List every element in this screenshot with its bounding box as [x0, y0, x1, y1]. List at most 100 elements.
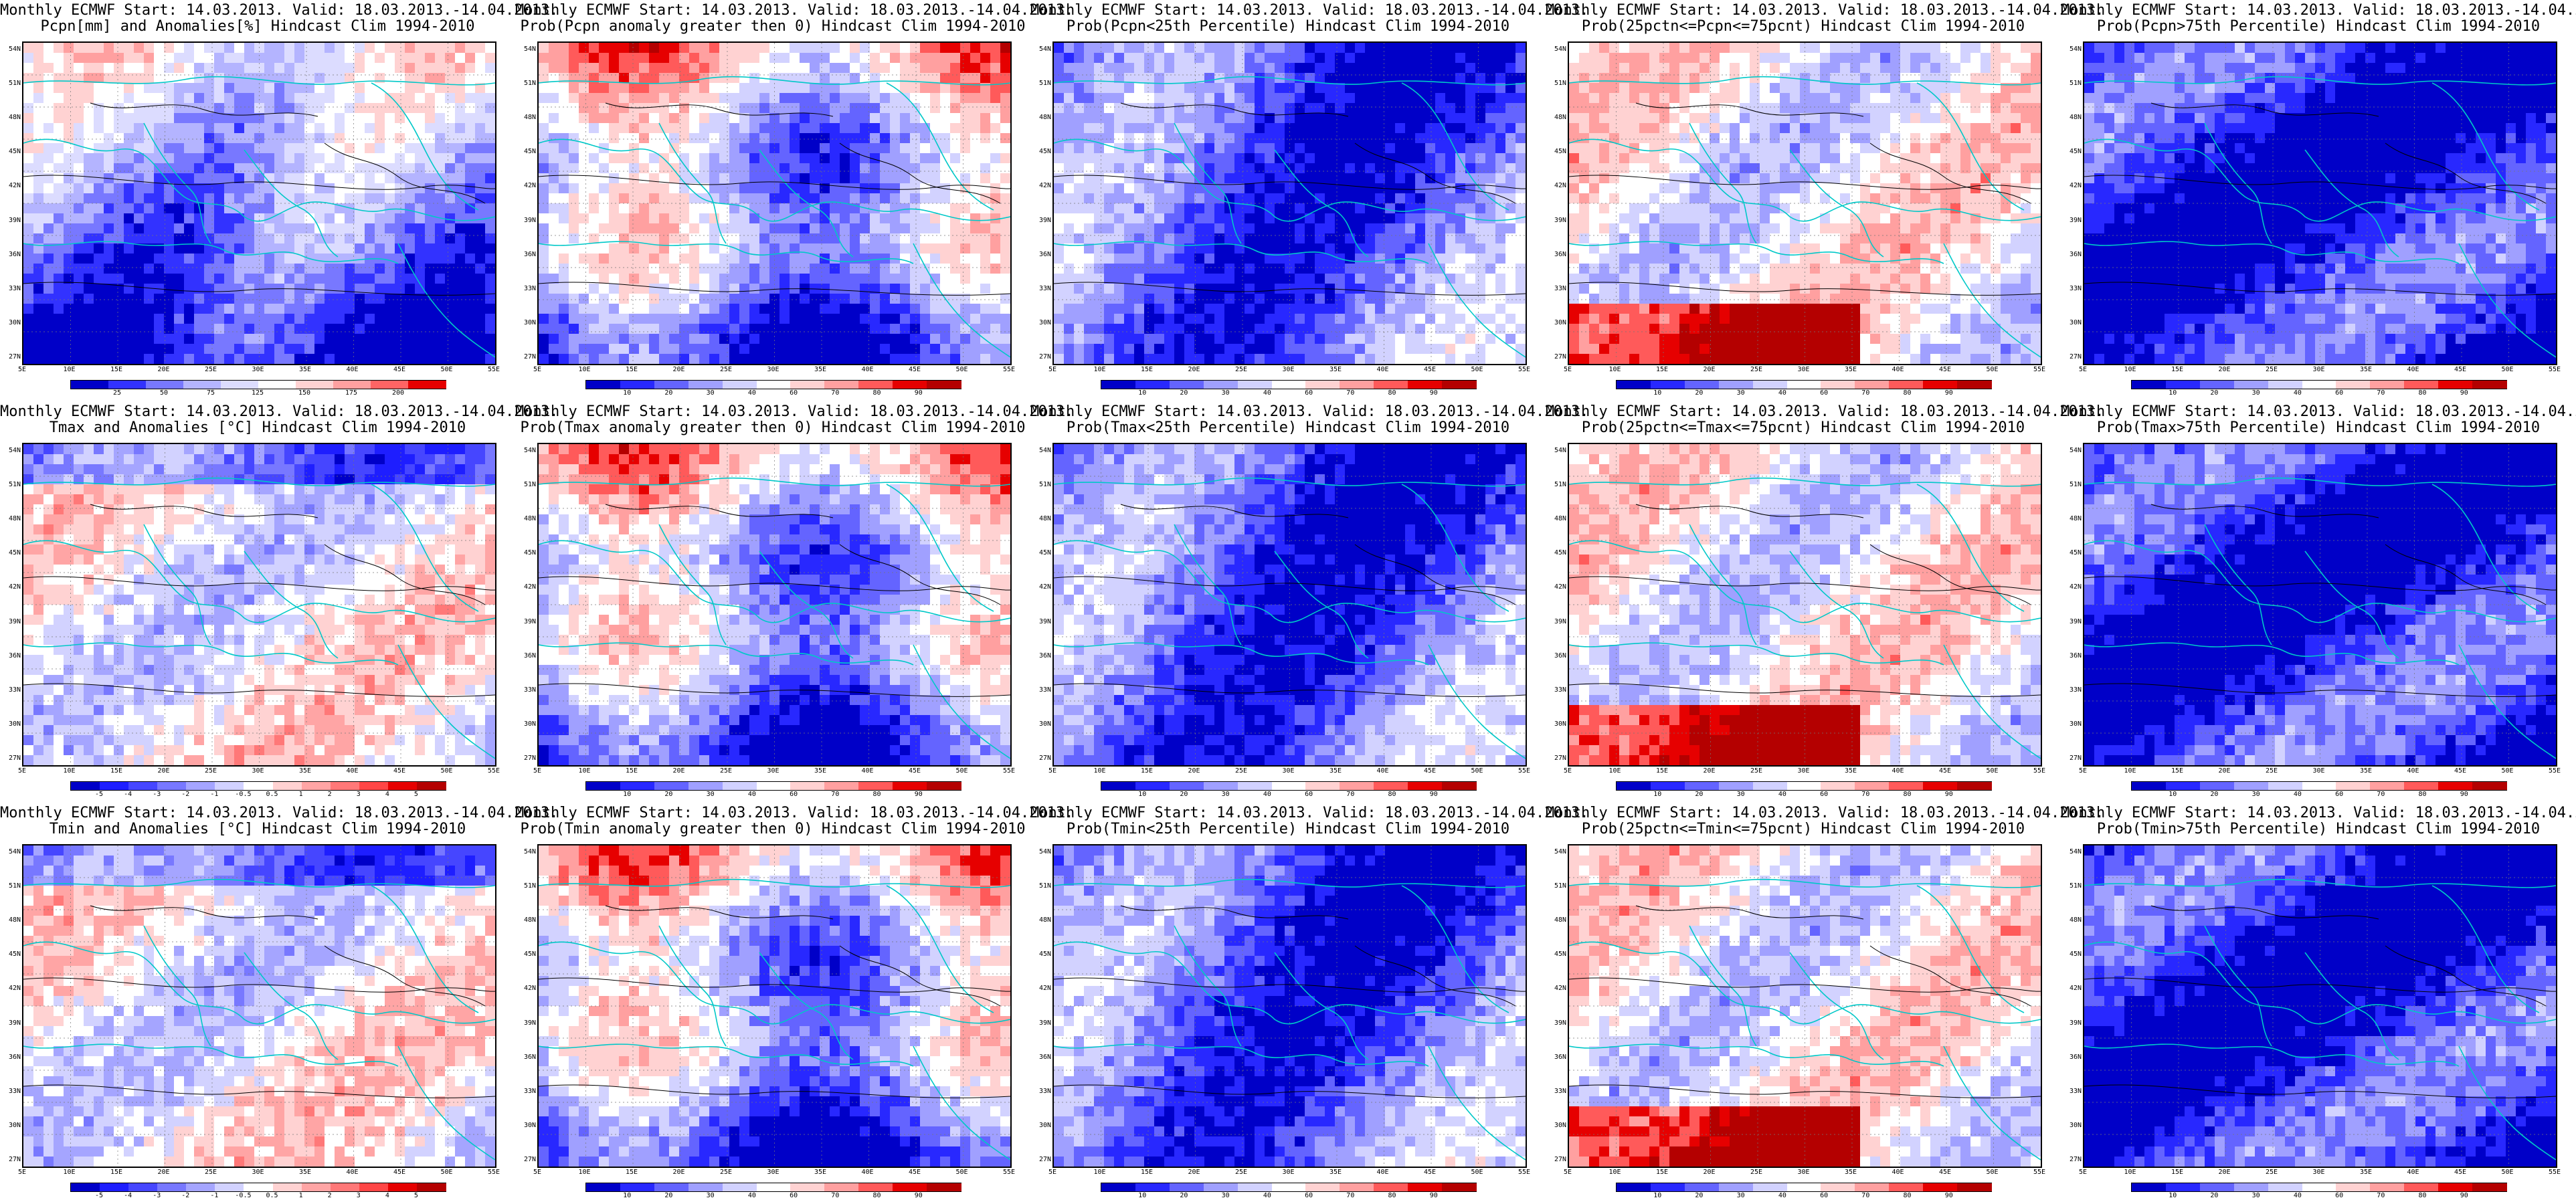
shaded-cell: [445, 264, 456, 274]
shaded-cell: [224, 73, 235, 84]
shaded-cell: [649, 193, 660, 204]
shaded-cell: [970, 103, 981, 114]
shaded-cell: [880, 113, 891, 124]
shaded-cell: [699, 223, 710, 234]
shaded-cell: [549, 163, 559, 174]
shaded-cell: [1094, 334, 1105, 344]
shaded-cell: [820, 143, 830, 154]
shaded-cell: [1295, 324, 1305, 334]
shaded-cell: [1194, 63, 1205, 74]
shaded-cell: [840, 233, 850, 244]
shaded-cell: [335, 163, 345, 174]
shaded-cell: [1345, 254, 1356, 264]
shaded-cell: [164, 294, 175, 304]
shaded-cell: [890, 143, 901, 154]
shaded-cell: [1465, 314, 1476, 324]
shaded-cell: [1465, 254, 1476, 264]
shaded-cell: [1355, 63, 1366, 74]
shaded-cell: [395, 274, 405, 284]
shaded-cell: [1234, 93, 1245, 104]
shaded-cell: [900, 274, 911, 284]
colorbar-segment: [927, 381, 961, 389]
latitude-label: 45N: [1031, 148, 1051, 155]
shaded-cell: [84, 304, 94, 314]
shaded-cell: [1515, 324, 1526, 334]
shaded-cell: [254, 183, 265, 194]
shaded-cell: [1124, 233, 1135, 244]
shaded-cell: [1455, 254, 1466, 264]
longitude-label: 5E: [1039, 366, 1066, 373]
shaded-cell: [1134, 284, 1145, 294]
shaded-cell: [64, 344, 74, 355]
shaded-cell: [1074, 103, 1085, 114]
shaded-cell: [465, 163, 476, 174]
shaded-cell: [1214, 314, 1225, 324]
shaded-cell: [264, 344, 275, 355]
shaded-cell: [1505, 254, 1516, 264]
shaded-cell: [1355, 354, 1366, 364]
shaded-cell: [284, 63, 295, 74]
shaded-cell: [569, 254, 579, 264]
shaded-cell: [465, 63, 476, 74]
longitude-label: 40E: [854, 366, 881, 373]
shaded-cell: [1465, 213, 1476, 224]
shaded-cell: [1214, 113, 1225, 124]
shaded-cell: [1445, 183, 1456, 194]
shaded-cell: [1385, 254, 1396, 264]
shaded-cell: [629, 103, 640, 114]
shaded-cell: [1810, 53, 1821, 64]
shaded-cell: [1365, 223, 1376, 234]
shaded-cell: [1275, 143, 1285, 154]
shaded-cell: [435, 123, 446, 134]
shaded-cell: [84, 113, 94, 124]
shaded-cell: [1415, 284, 1426, 294]
shaded-cell: [659, 233, 670, 244]
latitude-label: 51N: [516, 80, 536, 87]
shaded-cell: [1820, 63, 1831, 74]
shaded-cell: [669, 264, 680, 274]
shaded-cell: [194, 304, 205, 314]
shaded-cell: [134, 203, 145, 214]
shaded-cell: [485, 304, 495, 314]
shaded-cell: [769, 103, 780, 114]
shaded-cell: [1245, 344, 1255, 355]
shaded-cell: [104, 324, 114, 334]
shaded-cell: [729, 254, 740, 264]
shaded-cell: [830, 113, 840, 124]
shaded-cell: [1365, 83, 1376, 94]
shaded-cell: [759, 133, 770, 144]
shaded-cell: [174, 203, 185, 214]
shaded-cell: [769, 264, 780, 274]
shaded-cell: [1114, 213, 1125, 224]
shaded-cell: [930, 133, 941, 144]
shaded-cell: [1415, 233, 1426, 244]
shaded-cell: [699, 213, 710, 224]
colorbar-segment: [408, 381, 446, 389]
shaded-cell: [850, 103, 860, 114]
shaded-cell: [850, 193, 860, 204]
shaded-cell: [779, 264, 790, 274]
shaded-cell: [1265, 73, 1275, 84]
shaded-cell: [820, 203, 830, 214]
shaded-cell: [930, 324, 941, 334]
shaded-cell: [870, 324, 881, 334]
shaded-cell: [314, 133, 325, 144]
shaded-cell: [1295, 93, 1305, 104]
shaded-cell: [790, 354, 800, 364]
shaded-cell: [629, 53, 640, 64]
shaded-cell: [395, 173, 405, 184]
shaded-cell: [579, 163, 589, 174]
shaded-cell: [264, 304, 275, 314]
shaded-cell: [124, 83, 134, 94]
shaded-cell: [1164, 63, 1175, 74]
shaded-cell: [719, 203, 730, 214]
shaded-cell: [990, 53, 1001, 64]
shaded-cell: [1345, 53, 1356, 64]
shaded-cell: [950, 73, 961, 84]
shaded-cell: [870, 314, 881, 324]
shaded-cell: [729, 73, 740, 84]
shaded-cell: [619, 93, 630, 104]
shaded-cell: [619, 43, 630, 54]
shaded-cell: [1224, 123, 1235, 134]
shaded-cell: [1485, 354, 1496, 364]
